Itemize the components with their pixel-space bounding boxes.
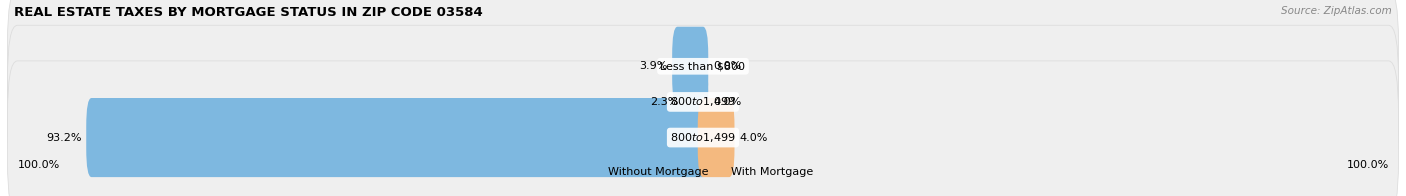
FancyBboxPatch shape: [7, 61, 1399, 196]
Text: 100.0%: 100.0%: [1347, 160, 1389, 170]
Text: 2.3%: 2.3%: [650, 97, 678, 107]
Text: 3.9%: 3.9%: [640, 61, 668, 71]
Text: 0.0%: 0.0%: [713, 97, 741, 107]
FancyBboxPatch shape: [7, 25, 1399, 179]
Text: Source: ZipAtlas.com: Source: ZipAtlas.com: [1281, 6, 1392, 16]
Text: 100.0%: 100.0%: [17, 160, 59, 170]
Text: 4.0%: 4.0%: [740, 132, 768, 142]
FancyBboxPatch shape: [672, 27, 709, 106]
FancyBboxPatch shape: [86, 98, 709, 177]
FancyBboxPatch shape: [683, 62, 709, 142]
Text: $800 to $1,499: $800 to $1,499: [671, 95, 735, 108]
FancyBboxPatch shape: [7, 0, 1399, 143]
Text: 93.2%: 93.2%: [46, 132, 82, 142]
Legend: Without Mortgage, With Mortgage: Without Mortgage, With Mortgage: [588, 162, 818, 181]
Text: $800 to $1,499: $800 to $1,499: [671, 131, 735, 144]
FancyBboxPatch shape: [697, 98, 734, 177]
Text: REAL ESTATE TAXES BY MORTGAGE STATUS IN ZIP CODE 03584: REAL ESTATE TAXES BY MORTGAGE STATUS IN …: [14, 6, 482, 19]
Text: Less than $800: Less than $800: [661, 61, 745, 71]
Text: 0.0%: 0.0%: [713, 61, 741, 71]
